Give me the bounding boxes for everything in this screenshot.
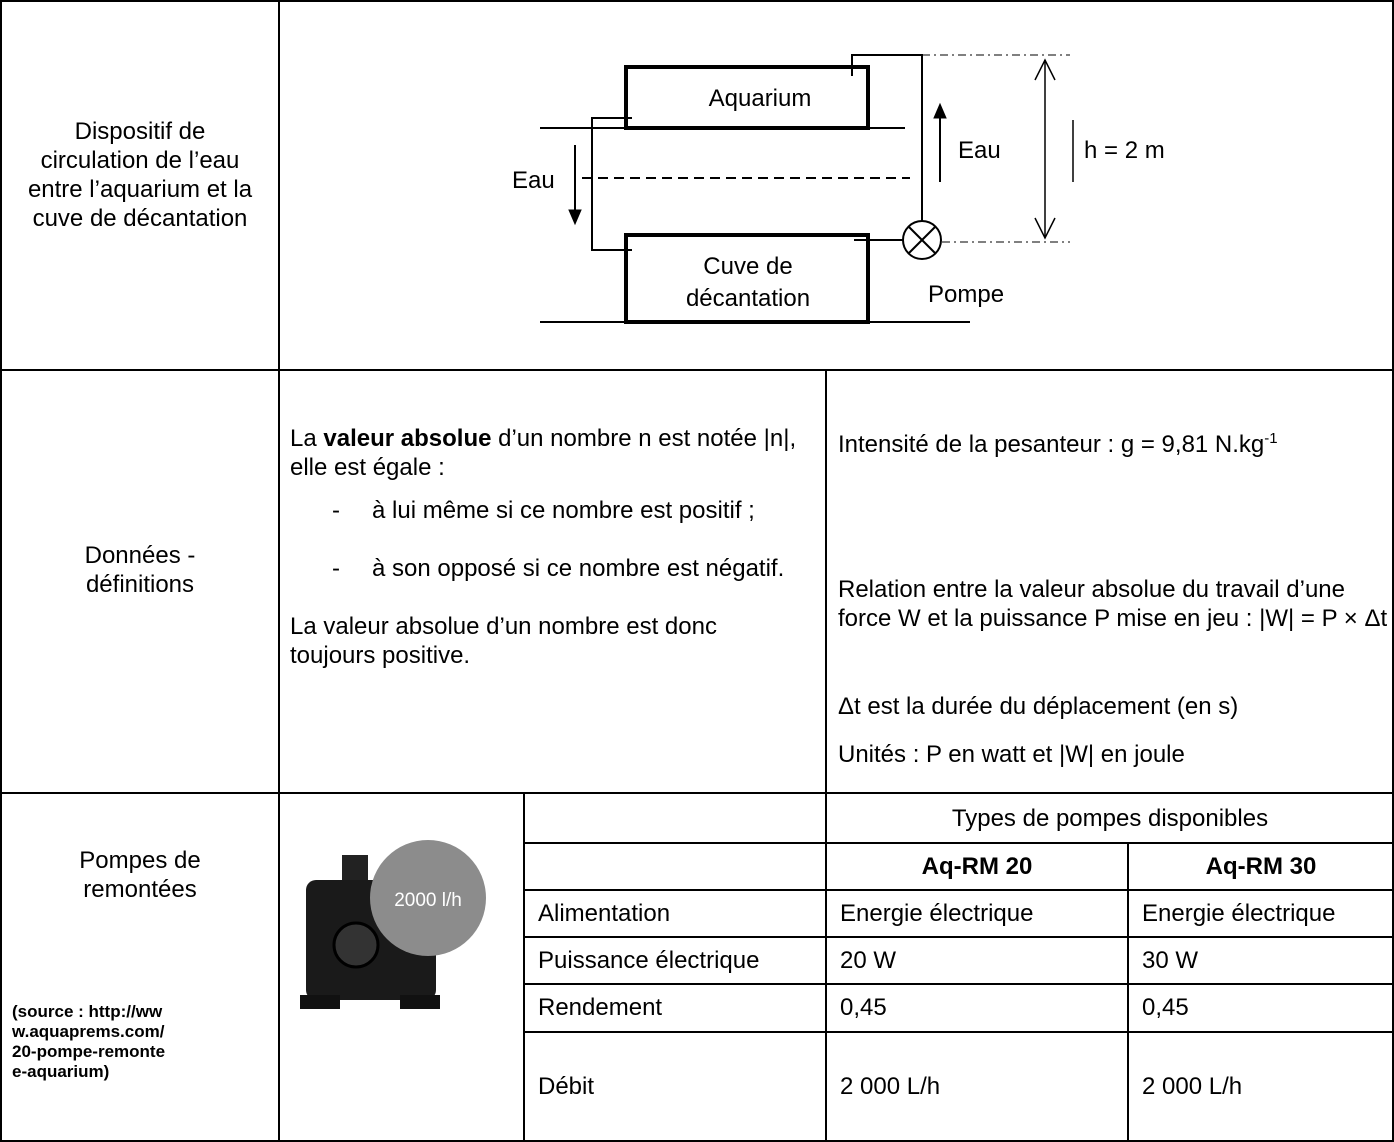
definition-intro: La valeur absolue d’un nombre n est noté… bbox=[290, 424, 810, 482]
cell: 30 W bbox=[1142, 947, 1199, 974]
cell: Energie électrique bbox=[1142, 900, 1336, 927]
row-header: Alimentation bbox=[538, 900, 671, 927]
exponent: -1 bbox=[1264, 430, 1278, 447]
cell: 20 W bbox=[840, 947, 897, 974]
text: La bbox=[290, 425, 324, 452]
cell: 2 000 L/h bbox=[1142, 1073, 1243, 1100]
list-item: à lui même si ce nombre est positif ; bbox=[372, 497, 755, 524]
water-label: Eau bbox=[512, 167, 555, 194]
table-title: Types de pompes disponibles bbox=[951, 805, 1269, 832]
source: (source : http://www.aquaprems.com/20-po… bbox=[12, 1002, 166, 1081]
tank-label: Cuve de bbox=[703, 253, 792, 280]
row-header: Rendement bbox=[538, 994, 663, 1021]
duration: Δt est la durée du déplacement (en s) bbox=[838, 693, 1239, 720]
row-label: Données - définitions bbox=[84, 542, 196, 598]
bullet: - bbox=[332, 555, 340, 582]
text: d’un nombre n est notée |n|, elle est ég… bbox=[290, 425, 797, 481]
cell: Energie électrique bbox=[840, 900, 1034, 927]
pump-image: 2000 l/h bbox=[300, 840, 486, 1009]
gravity: Intensité de la pesanteur : g = 9,81 N.k… bbox=[838, 424, 1394, 459]
model: Aq-RM 20 bbox=[921, 853, 1033, 880]
units: Unités : P en watt et |W| en joule bbox=[838, 741, 1185, 768]
cell: 0,45 bbox=[840, 994, 887, 1021]
tank-label: décantation bbox=[686, 285, 810, 312]
row-label: Dispositif de circulation de l’eau entre… bbox=[27, 118, 253, 232]
bullet: - bbox=[332, 497, 340, 524]
model: Aq-RM 30 bbox=[1205, 853, 1317, 880]
definition-conclusion: La valeur absolue d’un nombre est donc t… bbox=[290, 613, 717, 669]
row-header: Débit bbox=[538, 1073, 595, 1100]
height-label: h = 2 m bbox=[1084, 137, 1165, 164]
list-item: à son opposé si ce nombre est négatif. bbox=[372, 555, 785, 582]
row-label: Pompes de remontées bbox=[79, 847, 201, 903]
water-label: Eau bbox=[958, 137, 1001, 164]
cell: 0,45 bbox=[1142, 994, 1189, 1021]
circulation-diagram bbox=[540, 54, 1074, 324]
relation: Relation entre la valeur absolue du trav… bbox=[838, 576, 1388, 632]
row-header: Puissance électrique bbox=[538, 947, 760, 974]
text: Intensité de la pesanteur : g = 9,81 N.k… bbox=[838, 431, 1265, 458]
diagram-labels: Aquarium Cuve de décantation Eau Eau h =… bbox=[512, 85, 1165, 312]
image-badge: 2000 l/h bbox=[394, 890, 462, 911]
aquarium-label: Aquarium bbox=[709, 85, 812, 112]
bold-term: valeur absolue bbox=[323, 425, 492, 452]
pump-label: Pompe bbox=[928, 281, 1004, 308]
cell: 2 000 L/h bbox=[840, 1073, 941, 1100]
